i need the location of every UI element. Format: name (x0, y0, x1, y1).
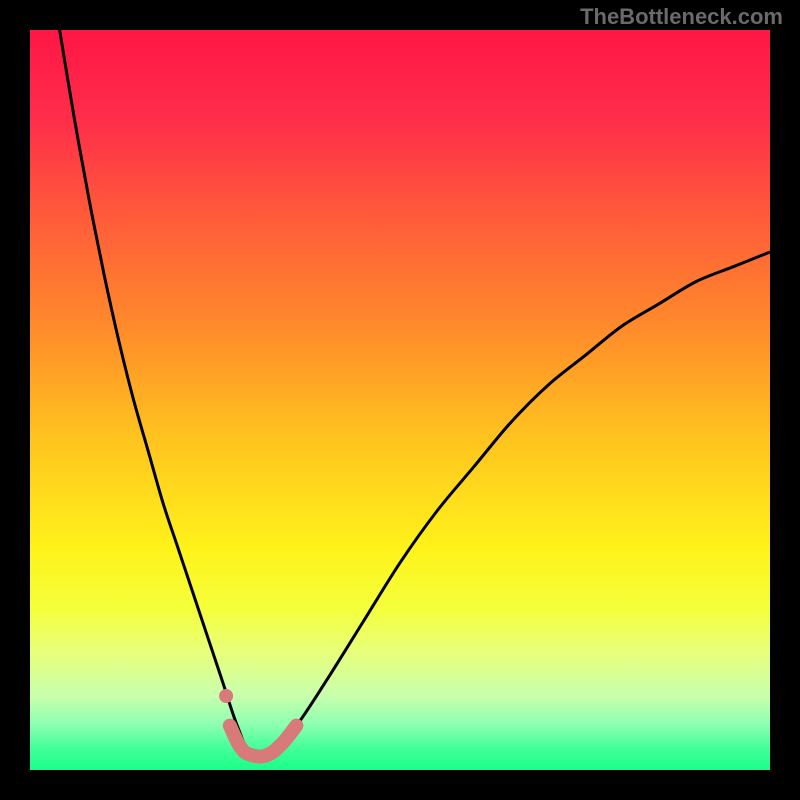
bottleneck-chart (30, 30, 770, 770)
marker-point (219, 689, 233, 703)
watermark-text: TheBottleneck.com (580, 4, 783, 30)
chart-svg (30, 30, 770, 770)
gradient-background (30, 30, 770, 770)
